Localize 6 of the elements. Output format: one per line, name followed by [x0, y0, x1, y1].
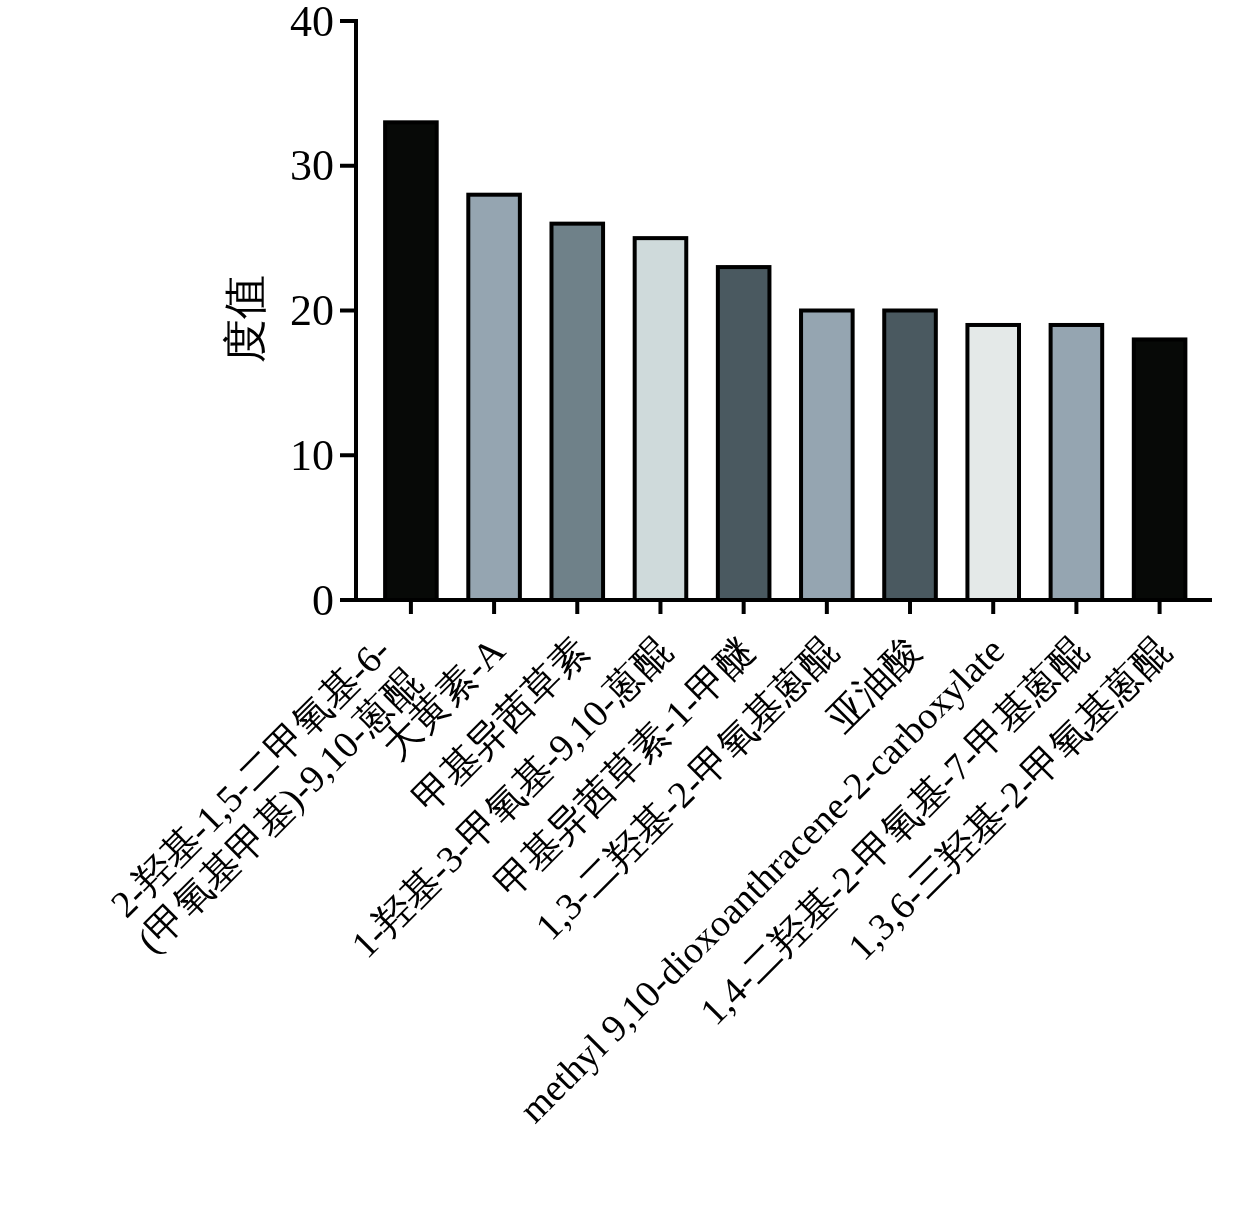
y-tick-label: 30: [290, 141, 334, 191]
y-tick-label: 40: [290, 0, 334, 46]
y-tick-label: 10: [290, 430, 334, 480]
y-axis-title: 度值: [220, 274, 270, 363]
y-tick-label: 20: [290, 286, 334, 335]
y-tick-label: 0: [312, 575, 334, 625]
